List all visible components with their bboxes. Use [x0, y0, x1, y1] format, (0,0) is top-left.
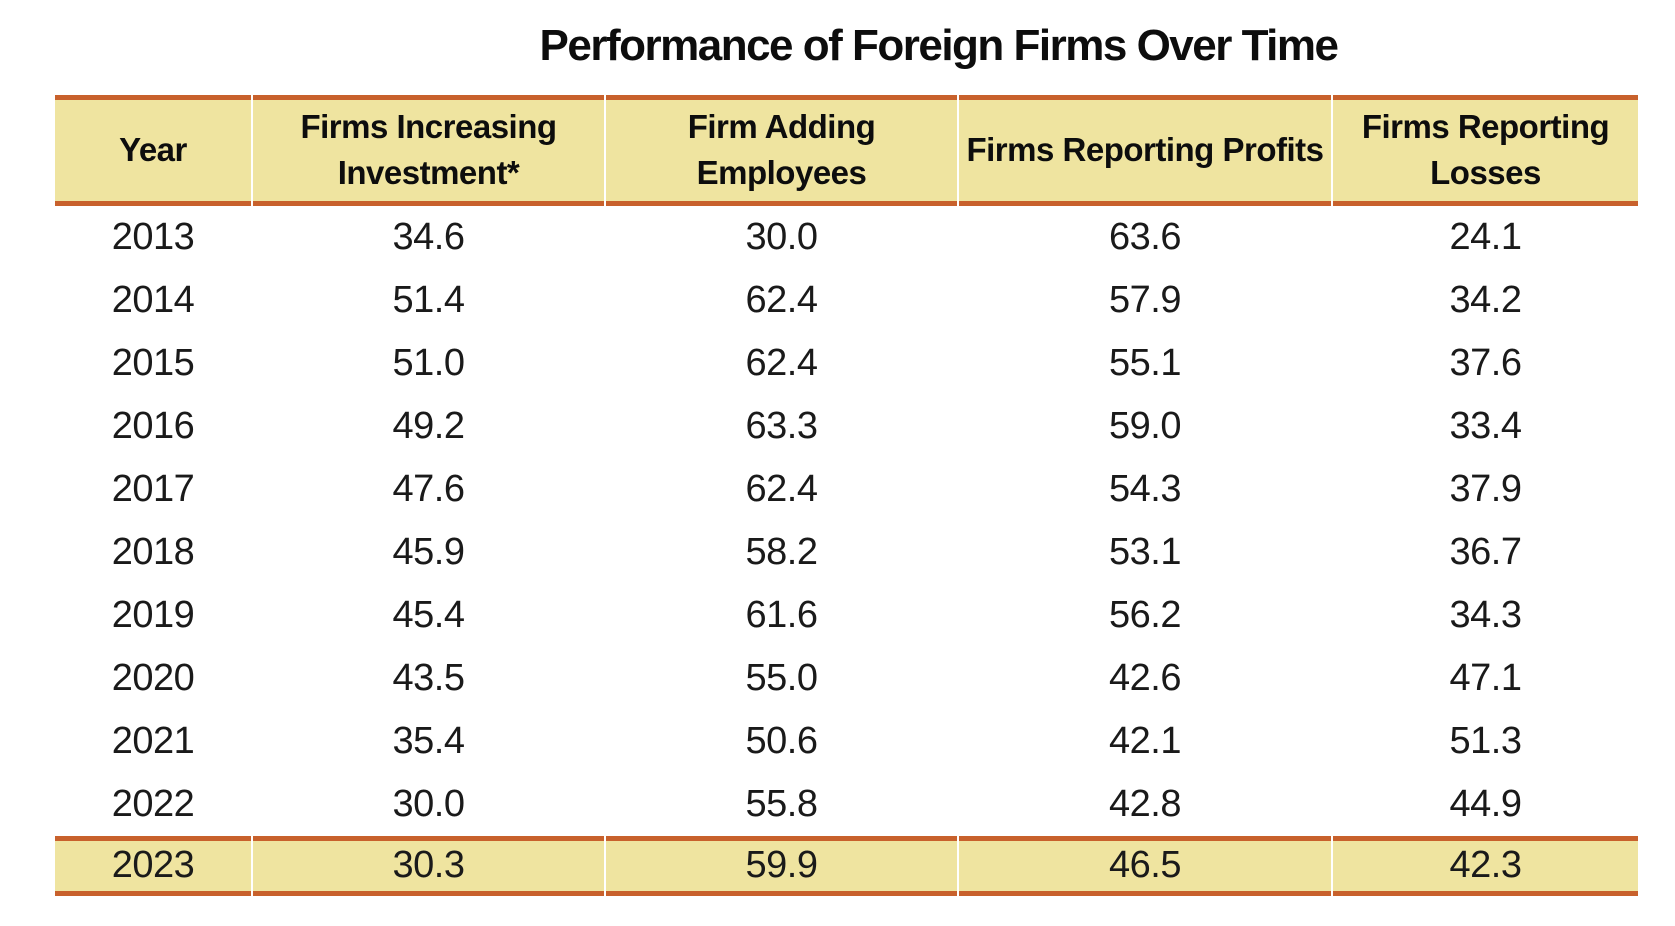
value-cell: 36.7 — [1333, 520, 1638, 584]
page-title: Performance of Foreign Firms Over Time — [539, 21, 1340, 70]
year-cell: 2022 — [55, 772, 251, 836]
value-cell: 51.0 — [253, 331, 604, 395]
year-cell: 2013 — [55, 205, 251, 269]
value-cell: 62.4 — [606, 268, 957, 332]
value-cell: 37.9 — [1333, 457, 1638, 521]
value-cell: 42.8 — [959, 772, 1331, 836]
value-cell: 44.9 — [1333, 772, 1638, 836]
table-row-2016: 2016 49.2 63.3 59.0 33.4 — [55, 394, 1638, 458]
year-cell: 2018 — [55, 520, 251, 584]
value-cell: 30.3 — [253, 835, 604, 896]
value-cell: 33.4 — [1333, 394, 1638, 458]
value-cell: 45.4 — [253, 583, 604, 647]
value-cell: 55.1 — [959, 331, 1331, 395]
value-cell: 49.2 — [253, 394, 604, 458]
value-cell: 24.1 — [1333, 205, 1638, 269]
column-header-firm-adding-employees: Firm Adding Employees — [606, 94, 957, 206]
value-cell: 47.1 — [1333, 646, 1638, 710]
year-cell: 2014 — [55, 268, 251, 332]
value-cell: 56.2 — [959, 583, 1331, 647]
table-row-2014: 2014 51.4 62.4 57.9 34.2 — [55, 268, 1638, 332]
year-cell: 2023 — [55, 835, 251, 896]
value-cell: 42.3 — [1333, 835, 1638, 896]
value-cell: 63.3 — [606, 394, 957, 458]
year-cell: 2015 — [55, 331, 251, 395]
column-header-firms-reporting-losses: Firms Reporting Losses — [1333, 94, 1638, 206]
value-cell: 34.2 — [1333, 268, 1638, 332]
year-cell: 2020 — [55, 646, 251, 710]
value-cell: 35.4 — [253, 709, 604, 773]
highlight-row-2023: 2023 30.3 59.9 46.5 42.3 — [55, 835, 1638, 896]
year-cell: 2019 — [55, 583, 251, 647]
value-cell: 58.2 — [606, 520, 957, 584]
value-cell: 55.8 — [606, 772, 957, 836]
value-cell: 63.6 — [959, 205, 1331, 269]
value-cell: 59.0 — [959, 394, 1331, 458]
value-cell: 59.9 — [606, 835, 957, 896]
value-cell: 34.3 — [1333, 583, 1638, 647]
value-cell: 47.6 — [253, 457, 604, 521]
value-cell: 50.6 — [606, 709, 957, 773]
value-cell: 53.1 — [959, 520, 1331, 584]
header-row: Year Firms Increasing Investment* Firm A… — [55, 94, 1638, 206]
value-cell: 43.5 — [253, 646, 604, 710]
performance-table: Year Firms Increasing Investment* Firm A… — [53, 94, 1640, 896]
value-cell: 51.4 — [253, 268, 604, 332]
table-row-2015: 2015 51.0 62.4 55.1 37.6 — [55, 331, 1638, 395]
table-row-2017: 2017 47.6 62.4 54.3 37.9 — [55, 457, 1638, 521]
value-cell: 30.0 — [253, 772, 604, 836]
value-cell: 61.6 — [606, 583, 957, 647]
table-row-2020: 2020 43.5 55.0 42.6 47.1 — [55, 646, 1638, 710]
page: Performance of Foreign Firms Over Time Y… — [0, 20, 1675, 926]
value-cell: 51.3 — [1333, 709, 1638, 773]
value-cell: 46.5 — [959, 835, 1331, 896]
value-cell: 62.4 — [606, 457, 957, 521]
column-header-firms-reporting-profits: Firms Reporting Profits — [959, 94, 1331, 206]
value-cell: 37.6 — [1333, 331, 1638, 395]
year-cell: 2016 — [55, 394, 251, 458]
table-row-2013: 2013 34.6 30.0 63.6 24.1 — [55, 205, 1638, 269]
value-cell: 34.6 — [253, 205, 604, 269]
value-cell: 57.9 — [959, 268, 1331, 332]
table-row-2022: 2022 30.0 55.8 42.8 44.9 — [55, 772, 1638, 836]
table-row-2018: 2018 45.9 58.2 53.1 36.7 — [55, 520, 1638, 584]
value-cell: 54.3 — [959, 457, 1331, 521]
table-row-2019: 2019 45.4 61.6 56.2 34.3 — [55, 583, 1638, 647]
year-cell: 2021 — [55, 709, 251, 773]
table-row-2021: 2021 35.4 50.6 42.1 51.3 — [55, 709, 1638, 773]
column-header-firms-increasing-investment: Firms Increasing Investment* — [253, 94, 604, 206]
column-header-year: Year — [55, 94, 251, 206]
value-cell: 30.0 — [606, 205, 957, 269]
value-cell: 55.0 — [606, 646, 957, 710]
value-cell: 42.6 — [959, 646, 1331, 710]
value-cell: 45.9 — [253, 520, 604, 584]
value-cell: 42.1 — [959, 709, 1331, 773]
year-cell: 2017 — [55, 457, 251, 521]
value-cell: 62.4 — [606, 331, 957, 395]
